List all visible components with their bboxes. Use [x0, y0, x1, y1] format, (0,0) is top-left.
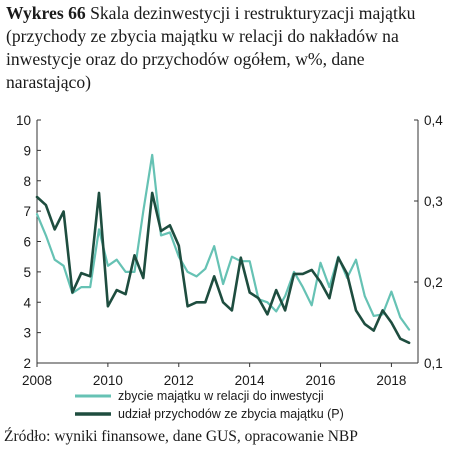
x-tick-label: 2014	[235, 373, 266, 388]
chart-title: Wykres 66 Skala dezinwestycji i restrukt…	[6, 2, 452, 94]
left-tick-label: 3	[23, 326, 31, 341]
legend-label-2: udział przychodów ze zbycia majątku (P)	[118, 407, 344, 421]
x-tick-label: 2018	[376, 373, 406, 388]
series-line-2	[35, 191, 411, 345]
right-tick-label: 0,2	[424, 275, 443, 290]
x-tick-label: 2012	[164, 373, 194, 388]
source-note: Źródło: wyniki finansowe, dane GUS, opra…	[4, 428, 358, 445]
left-tick-label: 9	[23, 143, 31, 158]
left-tick-label: 5	[23, 265, 31, 280]
legend-label-1: zbycie majątku w relacji do inwestycji	[118, 389, 324, 403]
left-tick-label: 10	[16, 113, 31, 128]
left-tick-label: 6	[23, 235, 31, 250]
chart-title-text: Skala dezinwestycji i restrukturyzacji m…	[6, 3, 416, 92]
chart-title-lead: Wykres 66	[6, 3, 86, 23]
left-tick-label: 8	[23, 174, 31, 189]
x-tick-label: 2016	[306, 373, 336, 388]
right-tick-label: 0,1	[424, 356, 443, 371]
left-tick-label: 2	[23, 356, 31, 371]
right-tick-label: 0,3	[424, 194, 443, 209]
left-tick-label: 4	[23, 295, 31, 310]
right-tick-label: 0,4	[424, 113, 443, 128]
left-tick-label: 7	[23, 204, 31, 219]
x-tick-label: 2010	[93, 373, 123, 388]
x-tick-label: 2008	[22, 373, 52, 388]
